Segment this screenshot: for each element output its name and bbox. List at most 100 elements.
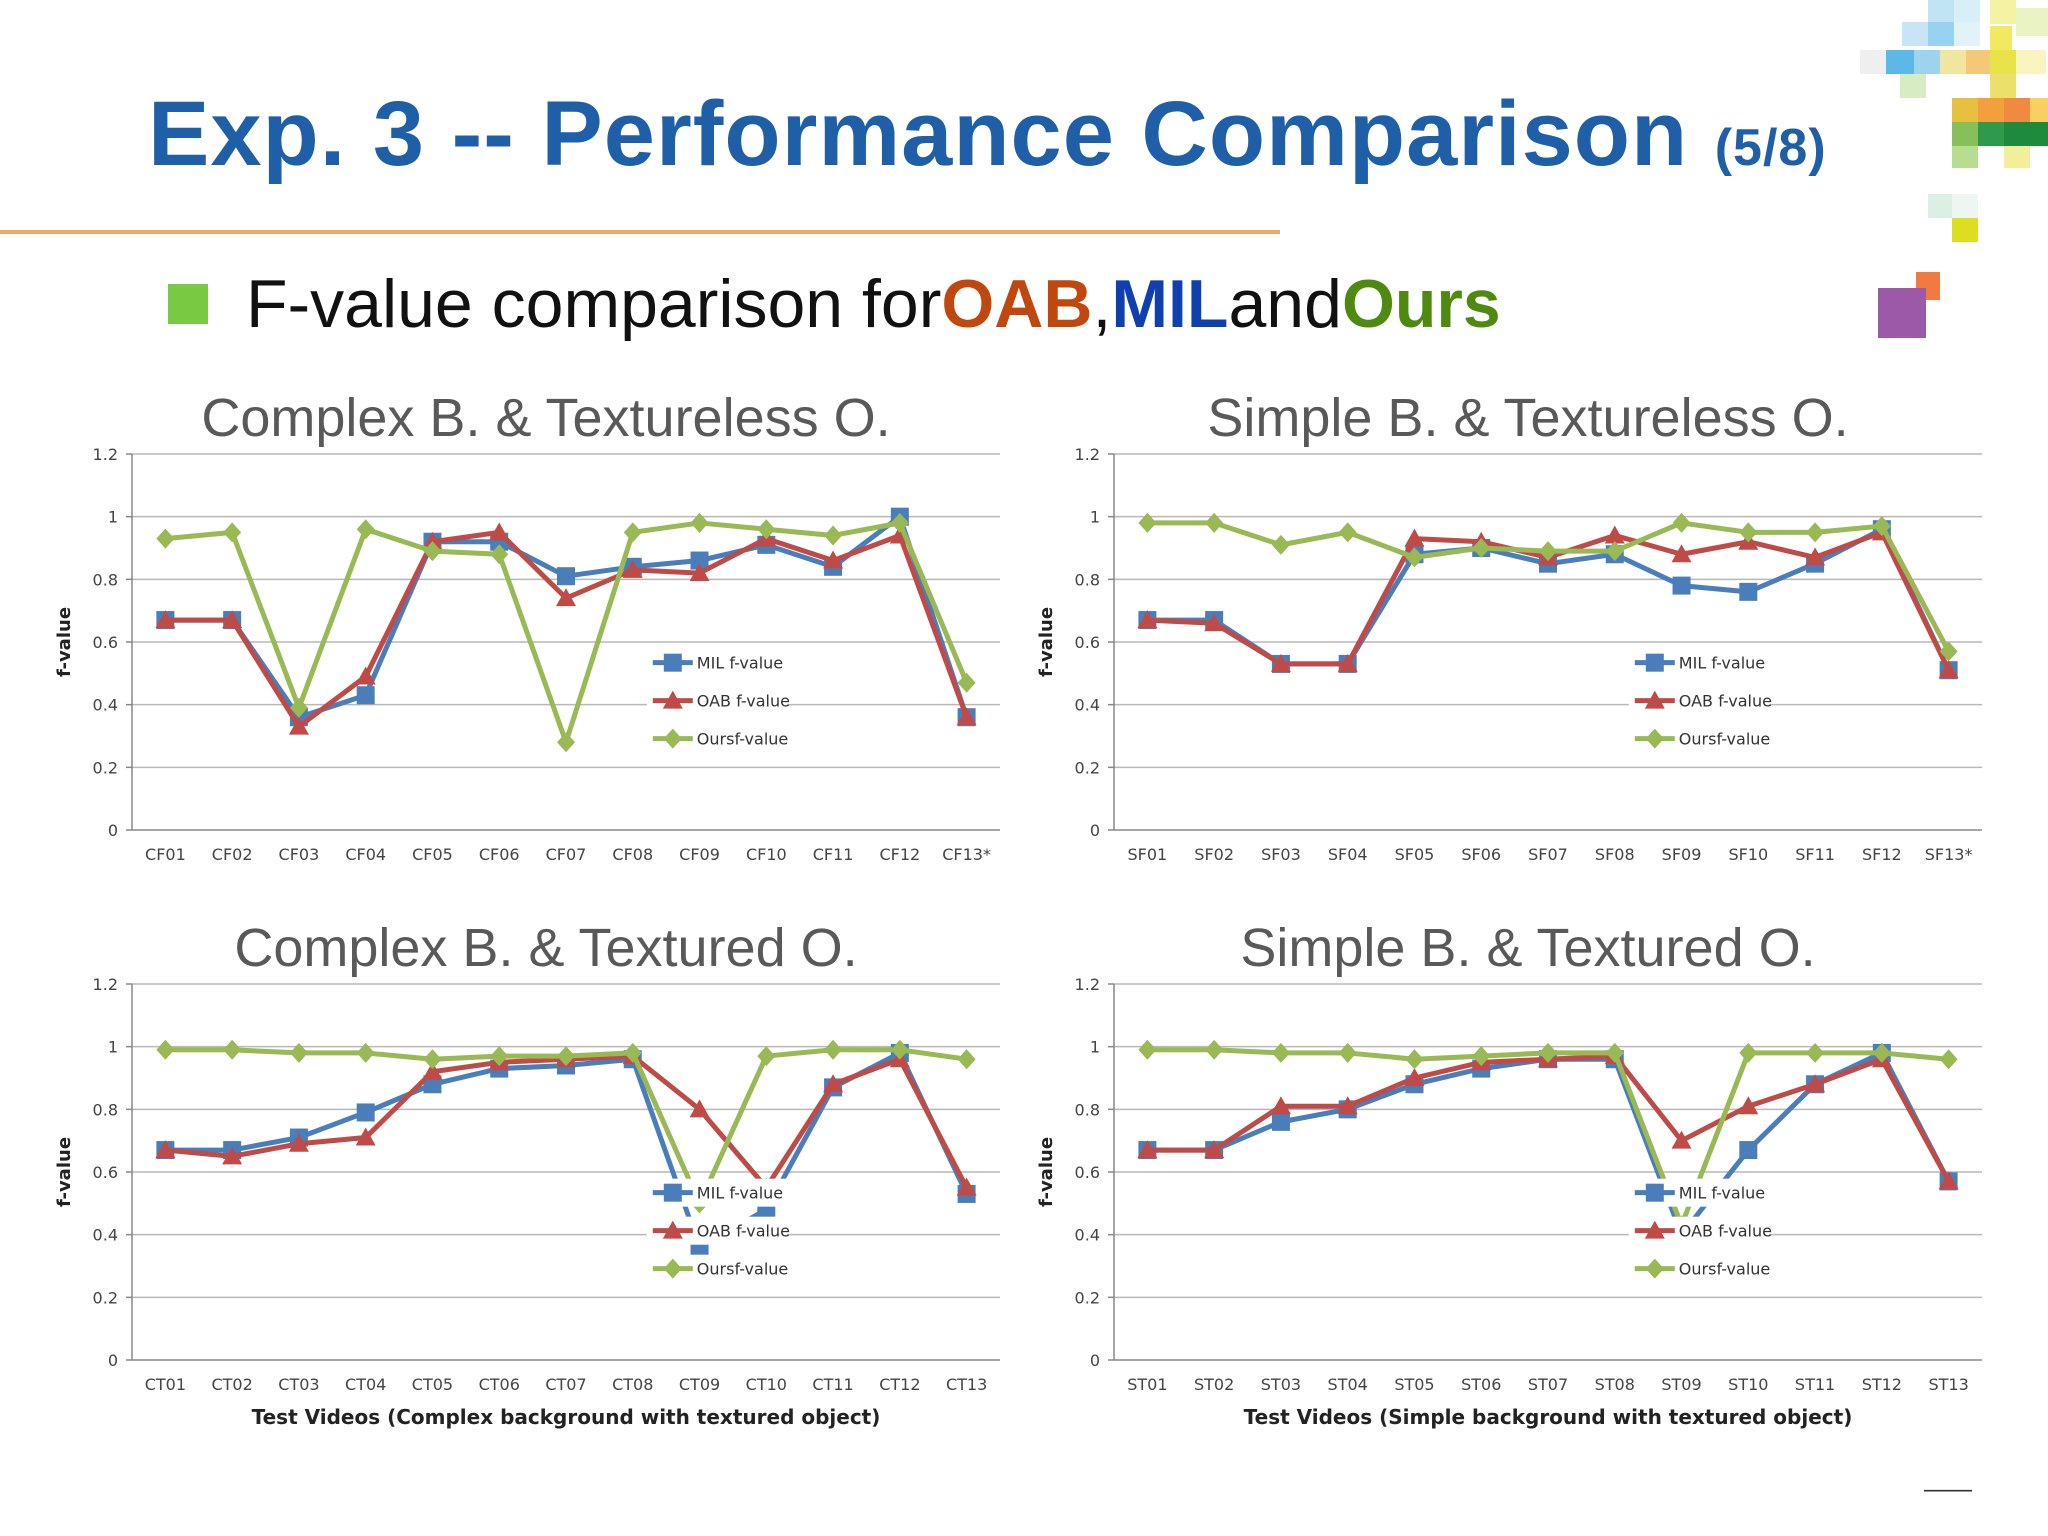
- data-point: [1338, 1042, 1357, 1063]
- data-point: [1271, 1112, 1290, 1131]
- x-tick-label: CF01: [145, 845, 186, 864]
- x-tick-label: CT04: [345, 1375, 386, 1394]
- data-point: [1672, 576, 1691, 595]
- data-point: [155, 1140, 176, 1159]
- data-point: [757, 519, 776, 540]
- x-tick-label: ST09: [1661, 1375, 1701, 1394]
- chart-title-backing: [1224, 918, 1832, 978]
- bullet-mil: MIL: [1111, 266, 1229, 342]
- data-point: [423, 1049, 442, 1070]
- data-point: [557, 732, 575, 753]
- y-tick-label: 0.8: [1075, 570, 1100, 589]
- y-tick-label: 1.2: [93, 445, 118, 464]
- data-point: [1539, 541, 1557, 562]
- x-tick-label: SF04: [1328, 845, 1368, 864]
- y-tick-label: 0.6: [93, 1163, 118, 1182]
- data-point: [1271, 534, 1290, 555]
- series-square: [1138, 1043, 1958, 1244]
- data-point: [1739, 1141, 1758, 1160]
- data-point: [1205, 512, 1224, 533]
- x-tick-label: CT11: [812, 1375, 853, 1394]
- data-point: [823, 1074, 844, 1093]
- y-tick-label: 0.6: [1075, 633, 1100, 652]
- bullet-text-pre: F-value comparison for: [246, 266, 942, 342]
- slide-title: Exp. 3 -- Performance Comparison (5/8): [148, 82, 1827, 187]
- data-point: [622, 559, 643, 578]
- x-tick-label: CF07: [546, 845, 587, 864]
- y-tick-label: 1: [108, 508, 118, 527]
- y-tick-label: 0.8: [1075, 1100, 1100, 1119]
- x-axis-label: Test Videos (Complex background with tex…: [252, 1405, 881, 1429]
- data-point: [222, 1146, 243, 1165]
- slide-title-text: Exp. 3 -- Performance Comparison: [148, 83, 1689, 185]
- data-point: [356, 1103, 375, 1122]
- data-point: [957, 672, 976, 693]
- y-tick-label: 0.6: [93, 633, 118, 652]
- data-point: [1939, 641, 1958, 662]
- data-point: [1671, 544, 1692, 563]
- y-tick-label: 0.2: [1075, 1288, 1100, 1307]
- data-point: [288, 716, 309, 735]
- y-tick-label: 0.2: [93, 1288, 118, 1307]
- data-point: [155, 610, 176, 629]
- data-point: [1137, 1140, 1158, 1159]
- legend-label: MIL f-value: [1679, 654, 1765, 673]
- data-point: [356, 1042, 375, 1063]
- x-tick-label: CF09: [679, 845, 720, 864]
- data-point: [1805, 547, 1826, 566]
- chart-simple-textureless: 0 0.2 0.4 0.6 0.8 1 1.2 Simple B. & Textureless…: [1036, 388, 1982, 864]
- legend-swatch-marker: [663, 1258, 682, 1279]
- data-point: [1739, 582, 1758, 601]
- legend-swatch-marker: [663, 728, 682, 749]
- x-tick-label: ST08: [1595, 1375, 1635, 1394]
- x-tick-label: ST13: [1928, 1375, 1968, 1394]
- y-axis-label: f-value: [1036, 1137, 1057, 1207]
- x-tick-label: CF06: [479, 845, 520, 864]
- y-tick-label: 0.6: [1075, 1163, 1100, 1182]
- data-point: [890, 512, 909, 533]
- legend-label: OAB f-value: [1679, 1222, 1772, 1241]
- x-tick-label: CT05: [412, 1375, 453, 1394]
- x-tick-label: CT07: [545, 1375, 586, 1394]
- data-point: [623, 522, 642, 543]
- legend-label: MIL f-value: [697, 1184, 783, 1203]
- x-tick-label: ST04: [1328, 1375, 1368, 1394]
- data-point: [1405, 547, 1424, 568]
- chart-complex-textureless: 0 0.2 0.4 0.6 0.8 1 1.2 Complex B. & Textureles…: [54, 388, 1000, 864]
- x-tick-label: ST07: [1528, 1375, 1568, 1394]
- x-tick-label: SF13*: [1925, 845, 1973, 864]
- x-tick-label: CT03: [278, 1375, 319, 1394]
- x-tick-label: SF02: [1194, 845, 1234, 864]
- data-point: [355, 666, 376, 685]
- x-tick-label: CT09: [679, 1375, 720, 1394]
- data-point: [1738, 1096, 1759, 1115]
- data-point: [1472, 538, 1491, 558]
- chart-complex-textured: 0 0.2 0.4 0.6 0.8 1 1.2 Complex B. & Textured O…: [54, 918, 1000, 1429]
- x-tick-label: CF05: [412, 845, 453, 864]
- x-axis-label: Test Videos (Simple background with text…: [1244, 1405, 1853, 1429]
- data-point: [689, 563, 710, 582]
- x-tick-label: SF03: [1261, 845, 1301, 864]
- y-tick-label: 0: [108, 821, 118, 840]
- series-line: [165, 1050, 969, 1250]
- y-tick-label: 1.2: [93, 975, 118, 994]
- y-tick-label: 0.8: [93, 1100, 118, 1119]
- x-tick-label: CT08: [612, 1375, 653, 1394]
- data-point: [757, 1046, 776, 1067]
- data-point: [1138, 512, 1157, 533]
- data-point: [823, 550, 844, 569]
- data-point: [1137, 610, 1158, 629]
- data-point: [557, 1046, 575, 1067]
- x-tick-label: ST10: [1728, 1375, 1768, 1394]
- bullet-point: F-value comparison for OAB, MIL and Ours: [168, 262, 1501, 346]
- data-point: [356, 519, 375, 540]
- data-point: [1404, 1068, 1425, 1086]
- data-point: [222, 610, 243, 629]
- series-line: [1147, 1053, 1951, 1183]
- data-point: [1672, 512, 1691, 533]
- data-point: [1872, 516, 1891, 537]
- legend-swatch-marker: [1645, 1183, 1664, 1202]
- x-tick-label: CF10: [746, 845, 787, 864]
- bullet-and: and: [1228, 266, 1342, 342]
- data-point: [1806, 1042, 1825, 1063]
